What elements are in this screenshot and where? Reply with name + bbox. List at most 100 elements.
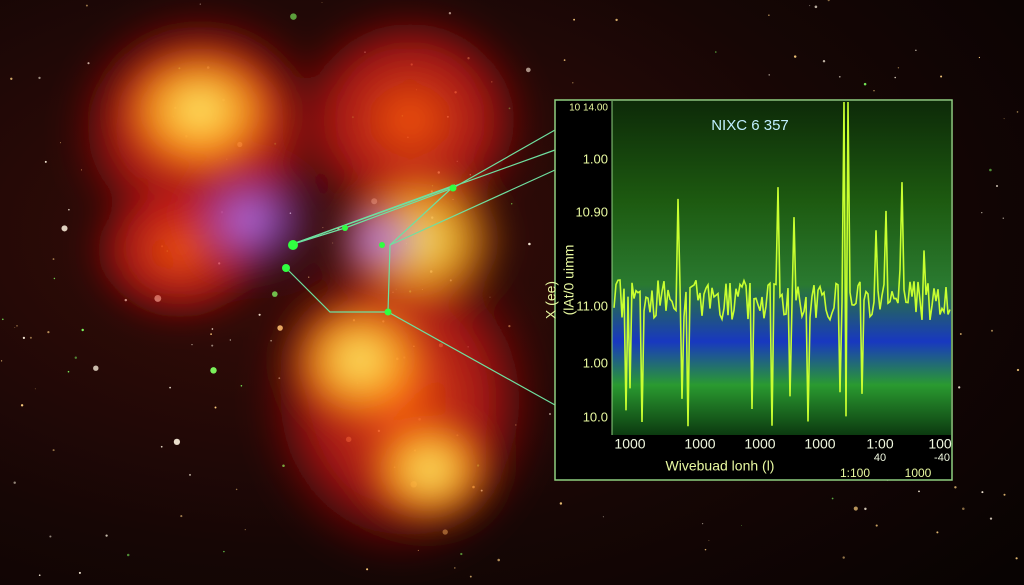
star (918, 490, 920, 493)
star (68, 208, 70, 211)
star (271, 291, 278, 297)
star (188, 473, 192, 476)
star (180, 515, 183, 518)
y-axis-title: (lAt/0 uimm (561, 245, 577, 316)
spectrum-line (613, 101, 951, 427)
star (863, 82, 867, 86)
star (814, 5, 818, 9)
star (615, 18, 618, 22)
star (827, 0, 830, 2)
star (240, 385, 243, 387)
star (454, 567, 456, 569)
star (169, 386, 171, 389)
star (38, 574, 41, 577)
star (126, 553, 130, 557)
star (235, 488, 238, 491)
star (831, 497, 834, 500)
y-axis-title: X (ee) (543, 281, 559, 319)
y-tick-label: 10.0 (583, 409, 608, 424)
star (958, 386, 961, 389)
star (290, 13, 297, 20)
star (549, 413, 551, 415)
star (173, 438, 181, 446)
star (715, 51, 717, 53)
star (1, 318, 4, 321)
star (894, 76, 897, 79)
star (47, 330, 50, 334)
connector-nodes (282, 184, 457, 316)
star (223, 550, 225, 553)
star (1002, 217, 1005, 220)
star (573, 18, 575, 21)
star (214, 406, 217, 409)
star (990, 329, 994, 332)
star (875, 524, 878, 527)
nebula (60, 0, 550, 570)
star (708, 540, 710, 542)
star (78, 571, 81, 574)
star (572, 82, 574, 84)
footer-label: 1000 (905, 466, 932, 480)
star (768, 14, 770, 16)
star (229, 339, 231, 341)
star (511, 203, 513, 205)
star (989, 168, 992, 172)
star (704, 548, 707, 551)
star (366, 568, 369, 571)
star (838, 75, 841, 78)
star (864, 507, 867, 511)
star (211, 344, 214, 347)
star (34, 388, 36, 390)
star (160, 445, 163, 448)
star (1003, 118, 1005, 120)
star (22, 336, 26, 340)
star (701, 522, 704, 525)
star (67, 370, 70, 373)
x-tick-label: 1000 (804, 436, 835, 452)
x-tick-label: 100 (928, 436, 952, 452)
star (528, 242, 531, 246)
star (52, 258, 55, 261)
y-tick-label: 11.00 (576, 298, 608, 313)
star (959, 333, 962, 335)
star (954, 486, 957, 489)
inset-panel: NIXC 6 357 X (ee) (lAt/0 uimm 10 14.00 1.… (543, 99, 953, 481)
star (740, 524, 742, 526)
plot-area (612, 101, 951, 435)
star (10, 77, 13, 80)
star (191, 343, 193, 346)
star (210, 333, 212, 335)
x-tick-label: 1:00 (866, 436, 893, 452)
star (853, 506, 858, 511)
x-axis-title: Wivebuad lonh (l) (666, 458, 775, 474)
star (940, 75, 943, 78)
y-tick-label: 10.90 (575, 204, 608, 219)
star (936, 531, 939, 534)
star (497, 558, 500, 562)
star (897, 67, 900, 69)
star (809, 5, 811, 7)
x-tick-label: 1000 (684, 436, 715, 452)
y-tick-label: 1.00 (583, 151, 608, 166)
x-tick-sublabel: -40 (934, 452, 950, 464)
star (85, 4, 88, 7)
star (20, 404, 24, 407)
star (989, 517, 993, 520)
star (81, 328, 84, 332)
x-tick-label: 1000 (614, 436, 645, 452)
star (61, 225, 68, 232)
star (322, 227, 324, 229)
star (93, 365, 99, 371)
star (981, 212, 983, 214)
star (962, 507, 965, 511)
star (768, 74, 770, 76)
star (211, 328, 214, 330)
connector-lines (285, 129, 556, 406)
star (29, 336, 32, 339)
star (1003, 493, 1006, 496)
star (74, 356, 77, 359)
star (105, 534, 108, 537)
star (244, 529, 246, 531)
star (842, 556, 845, 559)
inset-title: NIXC 6 357 (711, 117, 789, 134)
